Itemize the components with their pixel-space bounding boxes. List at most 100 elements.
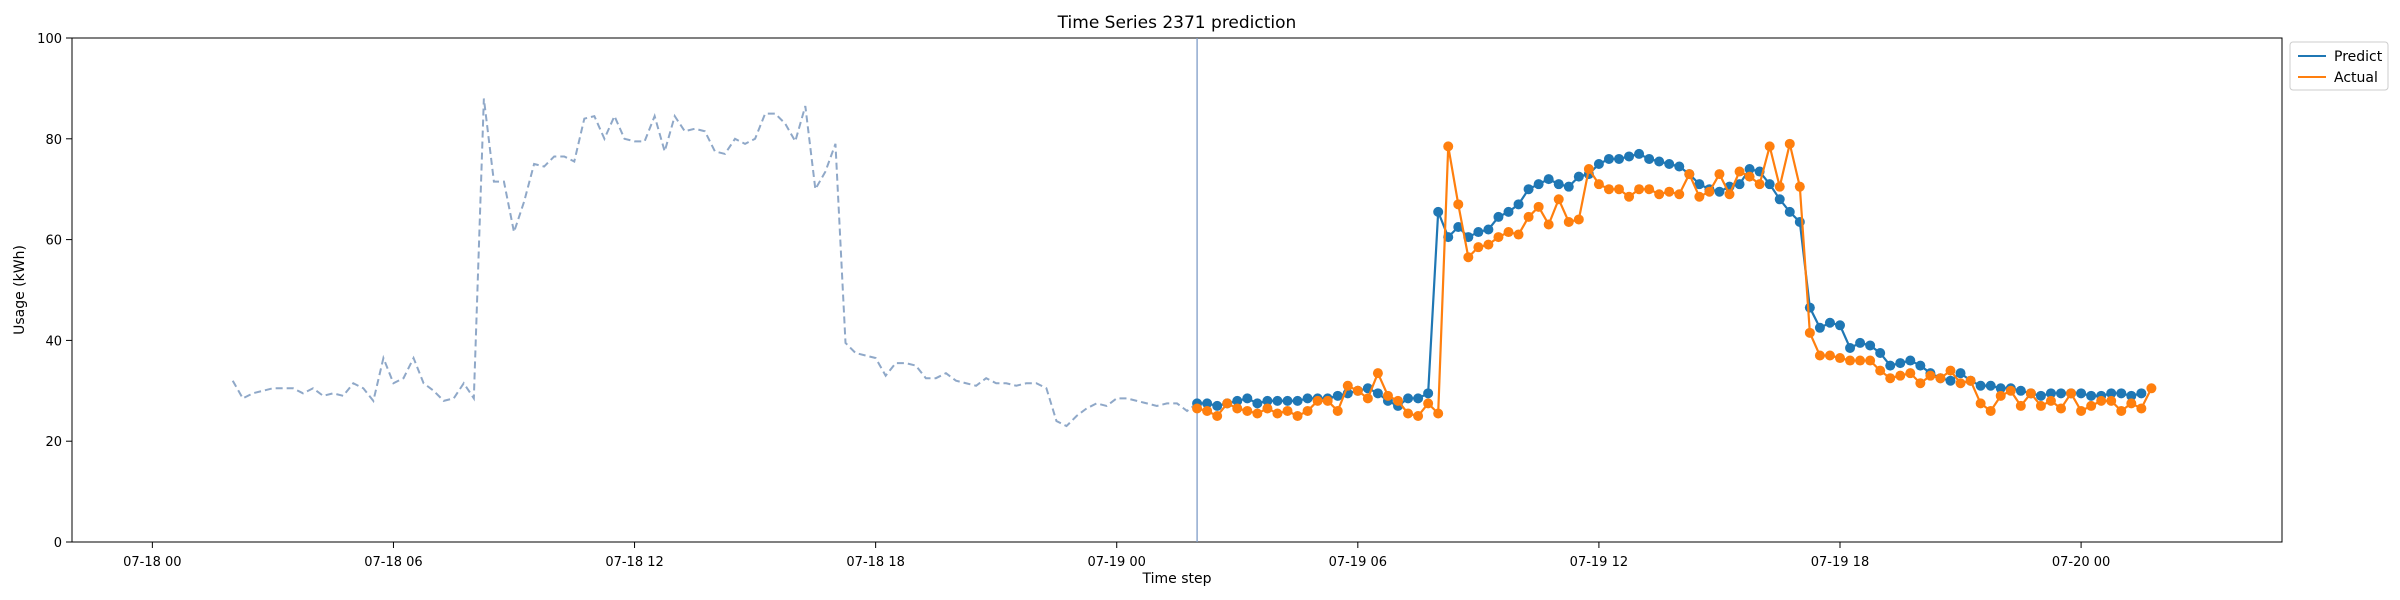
data-point-actual: [1784, 138, 1795, 149]
data-point-predict: [1654, 156, 1665, 167]
data-point-actual: [1503, 227, 1514, 238]
data-point-actual: [1493, 232, 1504, 243]
data-point-actual: [1292, 411, 1303, 421]
x-tick-label: 07-18 18: [846, 555, 904, 570]
data-point-actual: [2005, 385, 2016, 396]
data-point-predict: [2136, 388, 2147, 399]
data-point-actual: [1925, 370, 1936, 381]
y-axis: 0 20 40 60 80 100: [37, 32, 72, 551]
history-line: [231, 98, 1208, 428]
data-point-predict: [1423, 388, 1434, 399]
data-point-actual: [1403, 408, 1414, 419]
data-point-actual: [1965, 375, 1976, 386]
data-point-actual: [1192, 403, 1203, 414]
data-point-actual: [1995, 390, 2006, 401]
data-point-actual: [1423, 398, 1434, 409]
data-point-predict: [1212, 400, 1223, 411]
data-point-actual: [2066, 388, 2077, 399]
data-point-actual: [1513, 229, 1524, 240]
data-point-actual: [1845, 355, 1856, 366]
data-point-actual: [1252, 408, 1263, 419]
data-point-actual: [1372, 368, 1383, 379]
data-point-predict: [1664, 159, 1675, 169]
data-point-actual: [1955, 378, 1966, 389]
data-point-actual: [1915, 378, 1926, 389]
data-point-actual: [1543, 219, 1554, 230]
data-point-actual: [1272, 408, 1283, 419]
plot-area: [71, 37, 2283, 543]
data-point-predict: [1513, 199, 1524, 210]
data-point-predict: [1784, 206, 1795, 217]
data-point-actual: [1382, 390, 1393, 401]
data-point-actual: [1634, 184, 1645, 195]
data-point-actual: [1322, 395, 1333, 406]
data-point-actual: [2106, 395, 2117, 406]
data-point-actual: [1282, 405, 1293, 416]
data-point-actual: [1342, 380, 1353, 391]
data-point-predict: [2106, 388, 2117, 399]
data-point-actual: [1824, 350, 1835, 361]
data-point-predict: [1543, 174, 1554, 185]
data-point-actual: [1875, 365, 1886, 376]
data-point-predict: [1895, 358, 1906, 369]
data-point-predict: [1885, 360, 1896, 371]
data-point-actual: [1885, 373, 1896, 384]
data-point-actual: [1664, 186, 1675, 197]
data-point-actual: [1945, 365, 1956, 376]
data-point-actual: [1694, 191, 1705, 202]
data-point-predict: [1855, 337, 1866, 348]
data-point-predict: [2086, 390, 2097, 401]
data-point-actual: [1865, 355, 1876, 366]
data-point-predict: [1272, 395, 1283, 406]
data-point-actual: [1533, 201, 1544, 212]
data-point-actual: [1483, 239, 1494, 250]
data-point-actual: [1644, 184, 1655, 195]
data-point-actual: [2076, 405, 2087, 416]
data-point-predict: [1483, 224, 1494, 235]
data-point-actual: [2035, 400, 2046, 411]
data-point-actual: [1704, 186, 1715, 197]
data-point-actual: [1362, 393, 1373, 404]
data-point-actual: [1614, 184, 1624, 195]
data-point-predict: [1202, 398, 1213, 409]
data-point-actual: [1433, 408, 1444, 419]
data-point-actual: [2116, 405, 2127, 416]
data-point-predict: [1603, 153, 1614, 164]
y-tick-label: 60: [45, 234, 62, 249]
data-point-predict: [2015, 385, 2026, 396]
data-point-predict: [1563, 181, 1574, 192]
data-point-actual: [1453, 199, 1464, 210]
data-point-predict: [1292, 395, 1303, 406]
x-tick-label: 07-19 00: [1088, 555, 1146, 570]
data-point-predict: [1493, 211, 1504, 222]
data-point-actual: [2086, 400, 2097, 411]
data-point-predict: [1593, 159, 1604, 169]
data-point-actual: [1724, 189, 1735, 200]
data-point-actual: [1222, 398, 1233, 409]
data-point-actual: [1463, 252, 1474, 263]
data-point-actual: [1764, 141, 1775, 152]
data-point-predict: [2056, 388, 2066, 399]
data-point-predict: [1282, 395, 1293, 406]
y-tick-label: 0: [54, 536, 62, 551]
data-point-actual: [1734, 166, 1745, 177]
series-line-actual: [1196, 143, 2153, 418]
x-tick-label: 07-18 06: [364, 555, 422, 570]
data-point-actual: [2146, 383, 2157, 394]
data-point-actual: [2015, 400, 2026, 411]
data-point-actual: [1654, 189, 1665, 200]
data-point-actual: [1905, 368, 1916, 379]
data-point-actual: [1473, 242, 1484, 253]
data-point-actual: [1895, 370, 1906, 381]
data-point-predict: [2076, 388, 2087, 399]
data-point-predict: [1332, 390, 1343, 401]
data-point-predict: [2126, 390, 2137, 401]
data-point-actual: [1624, 191, 1635, 202]
data-point-actual: [1714, 169, 1725, 180]
data-point-predict: [1372, 388, 1383, 399]
data-point-actual: [1553, 194, 1564, 205]
data-point-actual: [1684, 169, 1695, 180]
data-point-predict: [1835, 320, 1845, 331]
data-point-actual: [1413, 411, 1424, 421]
